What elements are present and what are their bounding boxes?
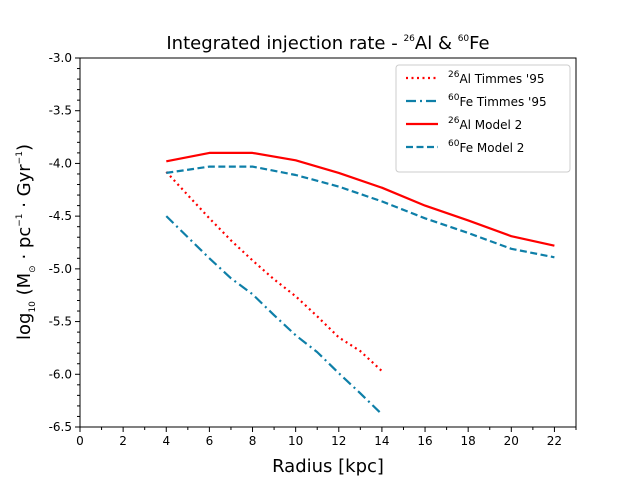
x-tick-label: 20 (504, 434, 519, 448)
x-tick-label: 12 (331, 434, 346, 448)
y-tick-label: -4.0 (49, 156, 72, 170)
legend-label-3: 26Al Model 2 (448, 116, 522, 132)
y-tick-label: -6.0 (49, 367, 72, 381)
y-tick-label: -3.5 (49, 104, 72, 118)
series-line-2 (165, 215, 383, 416)
series-line-1 (165, 171, 383, 372)
legend: 26Al Timmes '95 60Fe Timmes '95 26Al Model… (395, 64, 571, 173)
x-tick-label: 0 (76, 434, 84, 448)
x-tick-label: 22 (547, 434, 562, 448)
y-tick-label: -5.5 (49, 315, 72, 329)
plot-frame (79, 57, 577, 428)
x-tick-label: 6 (206, 434, 214, 448)
x-tick-label: 4 (162, 434, 170, 448)
axis-ticks (75, 57, 577, 432)
legend-label-2: 60Fe Timmes '95 (448, 93, 547, 109)
x-tick-label: 8 (249, 434, 257, 448)
y-tick-label: -3.0 (49, 51, 72, 65)
x-tick-label: 2 (119, 434, 127, 448)
chart-title: Integrated injection rate - 26Al & 60Fe (166, 33, 489, 54)
x-tick-label: 10 (288, 434, 303, 448)
series-lines (165, 151, 555, 416)
legend-label-1: 26Al Timmes '95 (448, 70, 545, 86)
axis-tick-labels: 0 2 4 6 8 10 12 14 16 18 20 22 -3.0 -3.5 -4.0 -4.5 -5.0 -… (49, 51, 562, 448)
legend-box (395, 64, 571, 173)
y-tick-label: -6.5 (49, 420, 72, 434)
x-tick-label: 14 (374, 434, 389, 448)
series-line-3 (166, 151, 555, 247)
y-axis-label: log10 (M⊙ · pc−1 · Gyr−1) (14, 144, 38, 340)
legend-label-4: 60Fe Model 2 (448, 139, 524, 155)
x-tick-label: 16 (417, 434, 432, 448)
x-tick-label: 18 (461, 434, 476, 448)
y-tick-label: -4.5 (49, 209, 72, 223)
series-line-4 (166, 165, 555, 259)
x-axis-label: Radius [kpc] (272, 456, 384, 477)
y-tick-label: -5.0 (49, 262, 72, 276)
